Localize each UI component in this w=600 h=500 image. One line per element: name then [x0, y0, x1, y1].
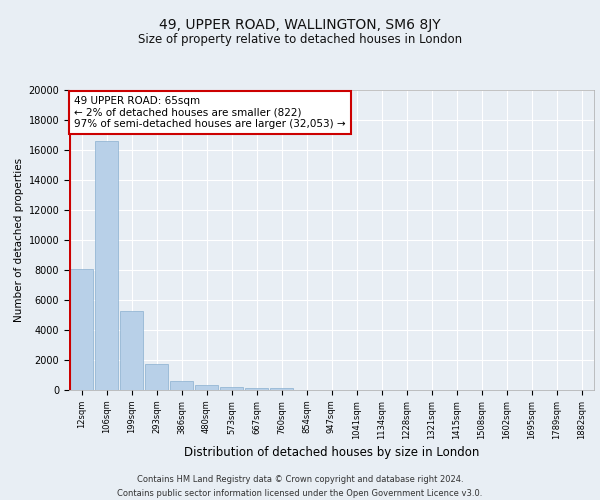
X-axis label: Distribution of detached houses by size in London: Distribution of detached houses by size …	[184, 446, 479, 459]
Bar	[70, 268, 93, 390]
Bar	[95, 141, 118, 390]
Y-axis label: Number of detached properties: Number of detached properties	[14, 158, 25, 322]
Bar	[270, 388, 293, 390]
Bar	[245, 388, 268, 390]
Text: Size of property relative to detached houses in London: Size of property relative to detached ho…	[138, 32, 462, 46]
Text: 49, UPPER ROAD, WALLINGTON, SM6 8JY: 49, UPPER ROAD, WALLINGTON, SM6 8JY	[159, 18, 441, 32]
Text: Contains HM Land Registry data © Crown copyright and database right 2024.
Contai: Contains HM Land Registry data © Crown c…	[118, 476, 482, 498]
Text: 49 UPPER ROAD: 65sqm
← 2% of detached houses are smaller (822)
97% of semi-detac: 49 UPPER ROAD: 65sqm ← 2% of detached ho…	[74, 96, 346, 129]
Bar	[145, 364, 168, 390]
Bar	[195, 385, 218, 390]
Bar	[170, 380, 193, 390]
Bar	[120, 310, 143, 390]
Bar	[220, 387, 243, 390]
